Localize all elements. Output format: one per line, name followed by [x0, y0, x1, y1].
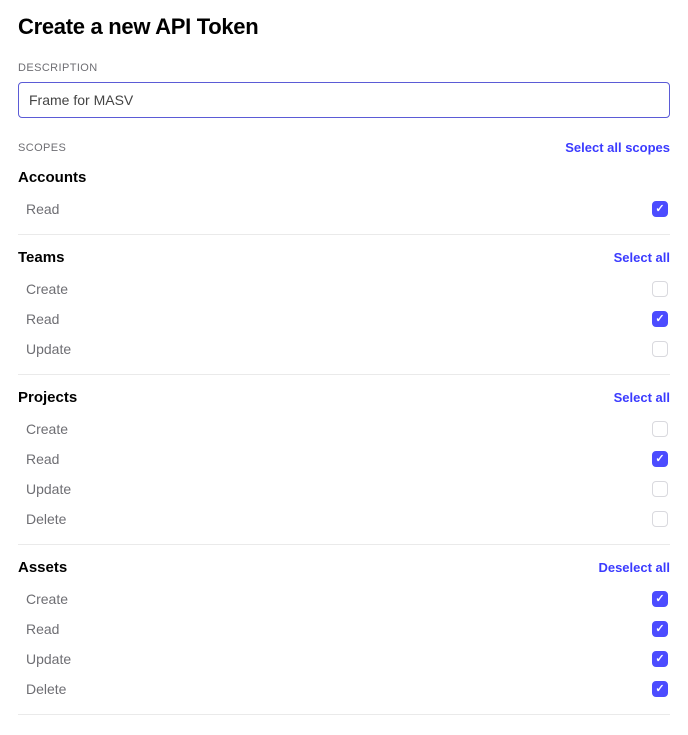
permission-checkbox-projects-create[interactable]	[652, 421, 668, 437]
group-title: Teams	[18, 249, 64, 266]
permission-row: Update	[18, 334, 670, 364]
group-title: Projects	[18, 389, 77, 406]
group-divider	[18, 714, 670, 715]
permission-row: Update	[18, 644, 670, 674]
description-input[interactable]	[18, 82, 670, 118]
permission-checkbox-accounts-read[interactable]	[652, 201, 668, 217]
permission-row: Create	[18, 274, 670, 304]
scope-group-projects: Projects Select all Create Read Update Delete	[18, 389, 670, 545]
permission-checkbox-assets-read[interactable]	[652, 621, 668, 637]
permission-label: Read	[20, 621, 59, 637]
group-header: Teams Select all	[18, 249, 670, 270]
group-select-toggle-assets[interactable]: Deselect all	[598, 560, 670, 575]
group-divider	[18, 374, 670, 375]
permission-checkbox-projects-delete[interactable]	[652, 511, 668, 527]
permission-label: Read	[20, 201, 59, 217]
permission-checkbox-teams-create[interactable]	[652, 281, 668, 297]
permission-label: Read	[20, 311, 59, 327]
permission-row: Delete	[18, 674, 670, 704]
permission-label: Create	[20, 281, 68, 297]
scope-group-teams: Teams Select all Create Read Update	[18, 249, 670, 375]
group-header: Assets Deselect all	[18, 559, 670, 580]
group-divider	[18, 544, 670, 545]
page-title: Create a new API Token	[18, 14, 670, 40]
page-root: Create a new API Token DESCRIPTION SCOPE…	[0, 0, 688, 735]
group-divider	[18, 234, 670, 235]
permission-row: Update	[18, 474, 670, 504]
scopes-label: SCOPES	[18, 142, 66, 154]
group-select-toggle-projects[interactable]: Select all	[614, 390, 670, 405]
permission-label: Create	[20, 421, 68, 437]
group-select-toggle-teams[interactable]: Select all	[614, 250, 670, 265]
group-header: Projects Select all	[18, 389, 670, 410]
permission-label: Delete	[20, 511, 66, 527]
permission-checkbox-assets-update[interactable]	[652, 651, 668, 667]
group-header: Accounts	[18, 169, 670, 190]
scope-group-accounts: Accounts Read	[18, 169, 670, 235]
scope-groups: Accounts Read Teams Select all Create Read Upd…	[18, 169, 670, 715]
description-label: DESCRIPTION	[18, 62, 670, 74]
select-all-scopes-link[interactable]: Select all scopes	[565, 140, 670, 155]
permission-row: Create	[18, 414, 670, 444]
permission-checkbox-assets-delete[interactable]	[652, 681, 668, 697]
permissions-list: Create Read Update Delete	[18, 584, 670, 704]
permission-row: Create	[18, 584, 670, 614]
group-title: Accounts	[18, 169, 86, 186]
permission-label: Update	[20, 481, 71, 497]
permissions-list: Read	[18, 194, 670, 224]
permission-label: Create	[20, 591, 68, 607]
permissions-list: Create Read Update Delete	[18, 414, 670, 534]
permission-label: Read	[20, 451, 59, 467]
permission-row: Delete	[18, 504, 670, 534]
group-title: Assets	[18, 559, 67, 576]
permission-label: Update	[20, 651, 71, 667]
permission-row: Read	[18, 614, 670, 644]
permission-checkbox-projects-update[interactable]	[652, 481, 668, 497]
permission-checkbox-projects-read[interactable]	[652, 451, 668, 467]
permission-row: Read	[18, 444, 670, 474]
permissions-list: Create Read Update	[18, 274, 670, 364]
permission-row: Read	[18, 304, 670, 334]
scope-group-assets: Assets Deselect all Create Read Update Delete	[18, 559, 670, 715]
permission-checkbox-teams-update[interactable]	[652, 341, 668, 357]
permission-row: Read	[18, 194, 670, 224]
permission-label: Update	[20, 341, 71, 357]
permission-checkbox-teams-read[interactable]	[652, 311, 668, 327]
permission-label: Delete	[20, 681, 66, 697]
permission-checkbox-assets-create[interactable]	[652, 591, 668, 607]
